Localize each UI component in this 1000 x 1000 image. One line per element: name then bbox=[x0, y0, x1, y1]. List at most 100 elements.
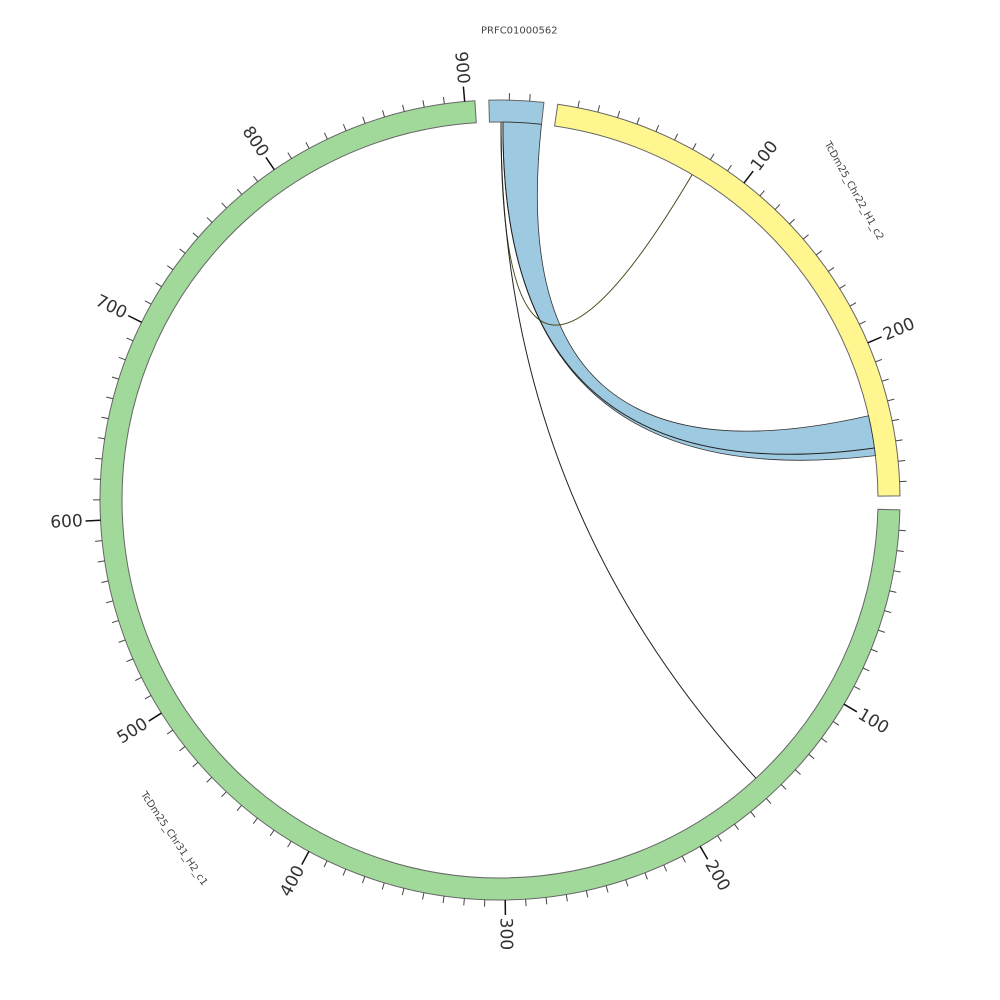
tick-label: 100 bbox=[747, 137, 783, 175]
minor-tick bbox=[625, 879, 629, 887]
tick-label: 400 bbox=[276, 862, 309, 900]
minor-tick bbox=[111, 620, 119, 624]
minor-tick bbox=[795, 769, 801, 775]
minor-tick bbox=[617, 110, 621, 118]
minor-tick bbox=[206, 217, 213, 223]
tick-label: 800 bbox=[238, 123, 273, 161]
segment-name: PRFC01000562 bbox=[481, 25, 558, 36]
minor-tick bbox=[605, 885, 609, 893]
minor-tick bbox=[789, 218, 795, 225]
minor-tick bbox=[422, 100, 425, 108]
minor-tick bbox=[585, 890, 589, 898]
minor-tick bbox=[126, 337, 134, 342]
minor-tick bbox=[252, 817, 258, 824]
minor-tick bbox=[808, 753, 815, 760]
minor-tick bbox=[422, 892, 425, 900]
minor-tick bbox=[118, 356, 126, 361]
minor-tick bbox=[529, 94, 531, 102]
minor-tick bbox=[463, 898, 465, 906]
link-line bbox=[502, 122, 875, 455]
tick-label: 700 bbox=[92, 291, 130, 323]
minor-tick bbox=[597, 105, 601, 113]
minor-tick bbox=[126, 658, 134, 663]
minor-tick bbox=[875, 358, 883, 363]
minor-tick bbox=[342, 124, 347, 131]
minor-tick bbox=[774, 204, 781, 210]
minor-tick bbox=[663, 864, 668, 872]
minor-tick bbox=[681, 855, 686, 863]
minor-tick bbox=[362, 116, 366, 124]
tick-label: 200 bbox=[880, 314, 918, 345]
minor-tick bbox=[765, 798, 772, 805]
tick-label: 100 bbox=[854, 705, 892, 739]
minor-tick bbox=[891, 418, 900, 422]
minor-tick bbox=[106, 396, 114, 400]
segment-arc bbox=[554, 103, 901, 497]
major-tick bbox=[699, 845, 709, 860]
minor-tick bbox=[382, 110, 386, 118]
minor-tick bbox=[827, 267, 835, 272]
tick-label: 200 bbox=[700, 857, 734, 895]
minor-tick bbox=[342, 868, 347, 876]
minor-tick bbox=[734, 823, 739, 831]
minor-tick bbox=[881, 378, 889, 382]
minor-tick bbox=[442, 96, 445, 104]
minor-tick bbox=[323, 132, 328, 140]
minor-tick bbox=[111, 376, 119, 380]
minor-tick bbox=[893, 570, 901, 573]
major-tick bbox=[867, 336, 882, 344]
minor-tick bbox=[101, 580, 109, 583]
minor-tick bbox=[401, 888, 405, 896]
minor-tick bbox=[287, 152, 292, 159]
minor-tick bbox=[717, 835, 722, 842]
minor-tick bbox=[692, 143, 697, 150]
minor-tick bbox=[381, 882, 385, 890]
minor-tick bbox=[759, 190, 765, 197]
minor-tick bbox=[887, 398, 895, 402]
minor-tick bbox=[674, 133, 679, 141]
major-tick bbox=[85, 519, 101, 522]
minor-tick bbox=[884, 610, 892, 614]
minor-tick bbox=[545, 897, 548, 905]
minor-tick bbox=[896, 550, 904, 552]
minor-tick bbox=[118, 639, 126, 643]
minor-tick bbox=[862, 667, 870, 672]
tick-label: 300 bbox=[495, 918, 515, 951]
minor-tick bbox=[361, 876, 366, 884]
major-tick bbox=[743, 170, 754, 184]
major-tick bbox=[148, 712, 162, 722]
minor-tick bbox=[97, 560, 105, 563]
tick-label: 600 bbox=[50, 511, 83, 533]
minor-tick bbox=[166, 729, 174, 735]
minor-tick bbox=[192, 761, 199, 768]
major-tick bbox=[462, 86, 466, 102]
minor-tick bbox=[166, 265, 174, 271]
minor-tick bbox=[135, 676, 142, 681]
minor-tick bbox=[97, 437, 105, 440]
minor-tick bbox=[832, 721, 840, 726]
major-tick bbox=[301, 851, 310, 865]
minor-tick bbox=[101, 416, 109, 420]
minor-tick bbox=[236, 188, 243, 195]
minor-tick bbox=[709, 153, 715, 161]
minor-tick bbox=[821, 737, 828, 743]
minor-tick bbox=[192, 232, 199, 238]
minor-tick bbox=[655, 125, 660, 132]
minor-tick bbox=[750, 811, 756, 818]
link-line bbox=[500, 121, 757, 779]
minor-tick bbox=[305, 142, 310, 149]
minor-tick bbox=[898, 529, 906, 532]
minor-tick bbox=[144, 300, 152, 305]
minor-tick bbox=[95, 540, 103, 542]
major-tick bbox=[127, 314, 142, 323]
minor-tick bbox=[221, 202, 227, 209]
minor-tick bbox=[106, 600, 114, 604]
minor-tick bbox=[179, 248, 186, 254]
minor-tick bbox=[780, 784, 787, 790]
minor-tick bbox=[221, 791, 227, 798]
minor-tick bbox=[206, 776, 213, 783]
segment-arc bbox=[99, 100, 901, 901]
minor-tick bbox=[565, 894, 568, 902]
minor-tick bbox=[895, 439, 903, 442]
